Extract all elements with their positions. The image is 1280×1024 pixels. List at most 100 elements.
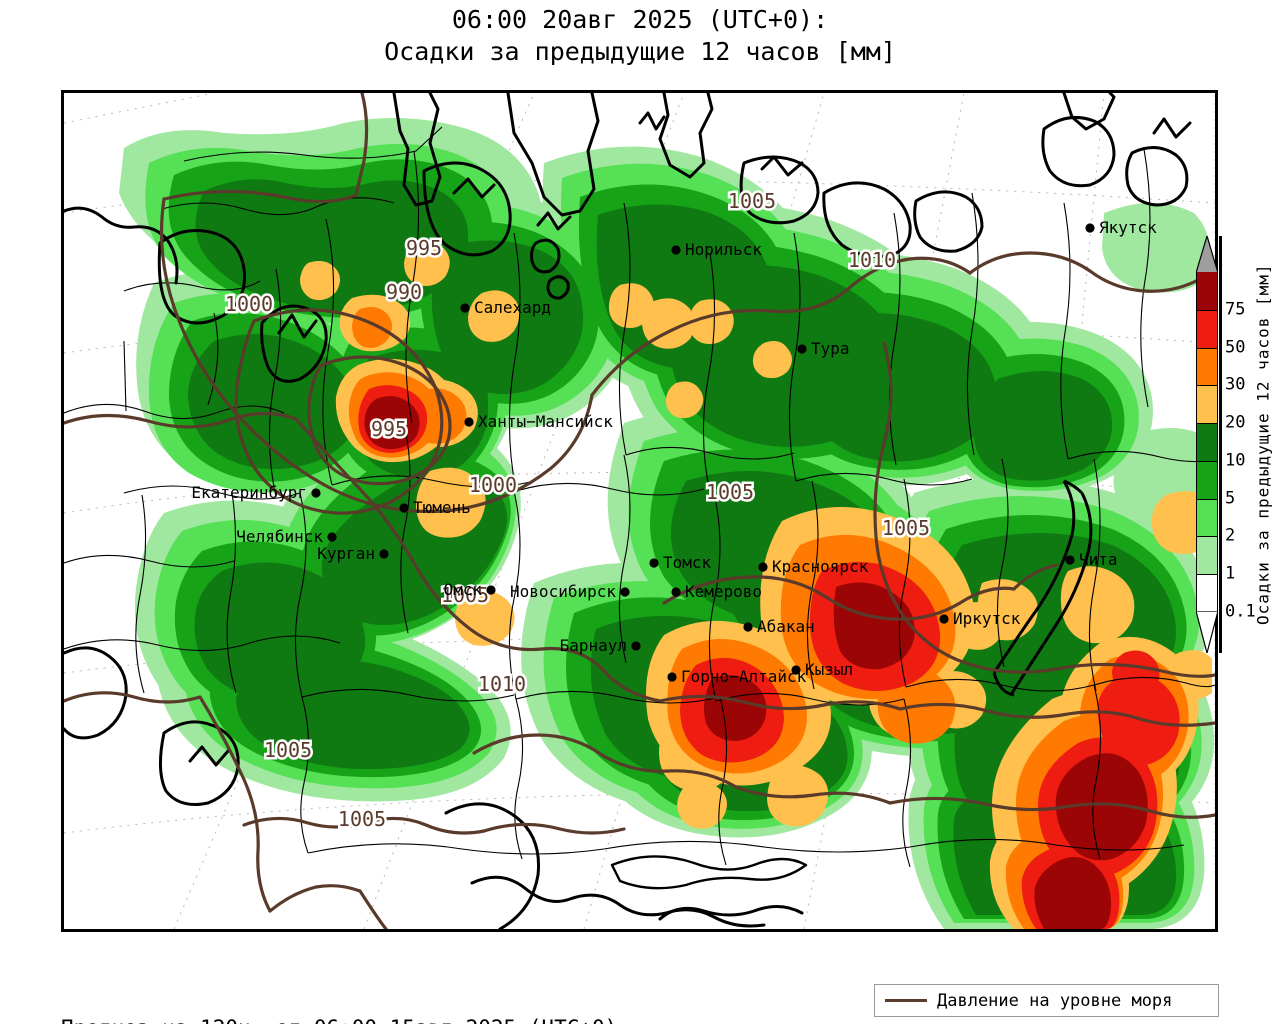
forecast-lead-time: Прогноз на 120ч. от 06:00 15авг 2025 (UT… xyxy=(61,1012,617,1024)
contour-label: 990 xyxy=(386,280,422,304)
city-marker: Кызыл xyxy=(791,660,853,679)
city-label: Кемерово xyxy=(685,582,762,601)
city-marker: Курган xyxy=(317,544,389,563)
title-line-parameter: Осадки за предыдущие 12 часов [мм] xyxy=(384,37,896,66)
map-frame[interactable]: 990 995 995 1000 1000 1005 1005 1005 1005 1005 100… xyxy=(61,90,1218,932)
city-marker: Салехард xyxy=(460,298,551,317)
contour-label: 1010 xyxy=(848,248,896,272)
city-dot xyxy=(758,562,768,572)
contour-label: 1005 xyxy=(706,480,754,504)
city-dot xyxy=(797,344,807,354)
city-dot xyxy=(791,665,801,675)
city-label: Челябинск xyxy=(236,527,323,546)
contour-label: 995 xyxy=(371,417,407,441)
city-dot xyxy=(379,549,389,559)
city-label: Норильск xyxy=(685,240,762,259)
colorbar-tick-20: 20 xyxy=(1225,412,1246,433)
city-label: Чита xyxy=(1079,550,1118,569)
city-marker: Томск xyxy=(649,553,712,572)
city-dot xyxy=(311,488,321,498)
colorbar-underflow-arrow xyxy=(1196,611,1218,653)
city-marker: Тура xyxy=(797,339,850,358)
city-dot xyxy=(667,672,677,682)
colorbar-unit-label: Осадки за предыдущие 12 часов [мм] xyxy=(1253,263,1273,626)
city-label: Абакан xyxy=(757,617,815,636)
colorbar-tick-75: 75 xyxy=(1225,299,1246,320)
city-label: Томск xyxy=(663,553,712,572)
contour-label: 1005 xyxy=(338,807,386,831)
contour-label: 1005 xyxy=(882,516,930,540)
city-label: Ханты−Мансийск xyxy=(478,412,613,431)
city-dot xyxy=(1065,555,1075,565)
city-label: Красноярск xyxy=(772,557,869,576)
city-label: Горно−Алтайск xyxy=(681,667,807,686)
contour-label: 1005 xyxy=(441,583,489,607)
city-marker: Екатеринбург xyxy=(191,483,321,502)
colorbar-tick-30: 30 xyxy=(1225,374,1246,395)
city-dot xyxy=(939,614,949,624)
precipitation-colorbar[interactable]: 0.1 1 2 5 10 20 30 50 75 Осадки за предыдущие 12… xyxy=(1193,236,1279,653)
city-label: Екатеринбург xyxy=(191,483,307,502)
city-dot xyxy=(671,587,681,597)
city-label: Салехард xyxy=(474,298,551,317)
colorbar-tick-2: 2 xyxy=(1225,525,1236,546)
city-dot xyxy=(399,503,409,513)
colorbar-segment-75 xyxy=(1197,272,1217,310)
city-dot xyxy=(1085,223,1095,233)
colorbar-axis-line xyxy=(1219,236,1222,653)
city-markers: Якутск Норильск Тура Салехард Ханты−Мансийск… xyxy=(191,218,1157,686)
city-marker: Ханты−Мансийск xyxy=(464,412,613,431)
city-marker: Омск xyxy=(443,580,496,599)
title-line-datetime: 06:00 20авг 2025 (UTC+0): xyxy=(451,5,829,34)
pressure-contour-labels: 990 995 995 1000 1000 1005 1005 1005 1005 1005 100… xyxy=(222,187,932,834)
contour-label: 995 xyxy=(406,236,442,260)
city-dot xyxy=(486,585,496,595)
region-borders xyxy=(64,126,1215,890)
city-marker: Норильск xyxy=(671,240,762,259)
colorbar-segment-1 xyxy=(1197,536,1217,575)
city-label: Кызыл xyxy=(805,660,853,679)
city-label: Тюмень xyxy=(413,498,471,517)
city-dot xyxy=(620,587,630,597)
colorbar-segment-50 xyxy=(1197,309,1217,348)
coastline xyxy=(64,93,1192,929)
city-dot xyxy=(460,303,470,313)
city-marker: Челябинск xyxy=(236,527,337,546)
city-marker: Чита xyxy=(1065,550,1118,569)
colorbar-segment-10 xyxy=(1197,423,1217,461)
contour-label: 1005 xyxy=(264,738,312,762)
city-marker: Новосибирск xyxy=(510,582,630,601)
colorbar-tick-1: 1 xyxy=(1225,563,1236,584)
city-dot xyxy=(649,558,659,568)
city-marker: Абакан xyxy=(743,617,815,636)
city-marker: Якутск xyxy=(1085,218,1157,237)
colorbar-tick-5: 5 xyxy=(1225,488,1236,509)
contour-label: 1000 xyxy=(225,292,273,316)
colorbar-segment-2 xyxy=(1197,498,1217,537)
page-title: 06:00 20авг 2025 (UTC+0): Осадки за пред… xyxy=(0,4,1280,68)
colorbar-segment-20 xyxy=(1197,385,1217,424)
city-dot xyxy=(464,417,474,427)
contour-label: 1010 xyxy=(478,672,526,696)
colorbar-segment-5 xyxy=(1197,460,1217,499)
precipitation-map[interactable]: 990 995 995 1000 1000 1005 1005 1005 1005 1005 100… xyxy=(64,93,1215,929)
colorbar-segment-0.1 xyxy=(1197,574,1217,612)
city-label: Иркутск xyxy=(953,609,1021,628)
city-dot xyxy=(327,532,337,542)
colorbar-segment-30 xyxy=(1197,347,1217,386)
contour-label: 1000 xyxy=(469,473,517,497)
precip-layer-50mm xyxy=(364,396,1148,929)
city-marker: Тюмень xyxy=(399,498,471,517)
city-dot xyxy=(631,641,641,651)
contour-label: 1005 xyxy=(728,189,776,213)
city-label: Барнаул xyxy=(560,636,627,655)
city-marker: Горно−Алтайск xyxy=(667,667,807,686)
colorbar-tick-10: 10 xyxy=(1225,450,1246,471)
pressure-legend: Давление на уровне моря xyxy=(874,984,1219,1017)
colorbar-segments xyxy=(1196,272,1218,612)
city-label: Новосибирск xyxy=(510,582,616,601)
pressure-line-swatch xyxy=(885,999,927,1002)
city-marker: Красноярск xyxy=(758,557,869,576)
city-marker: Кемерово xyxy=(671,582,762,601)
